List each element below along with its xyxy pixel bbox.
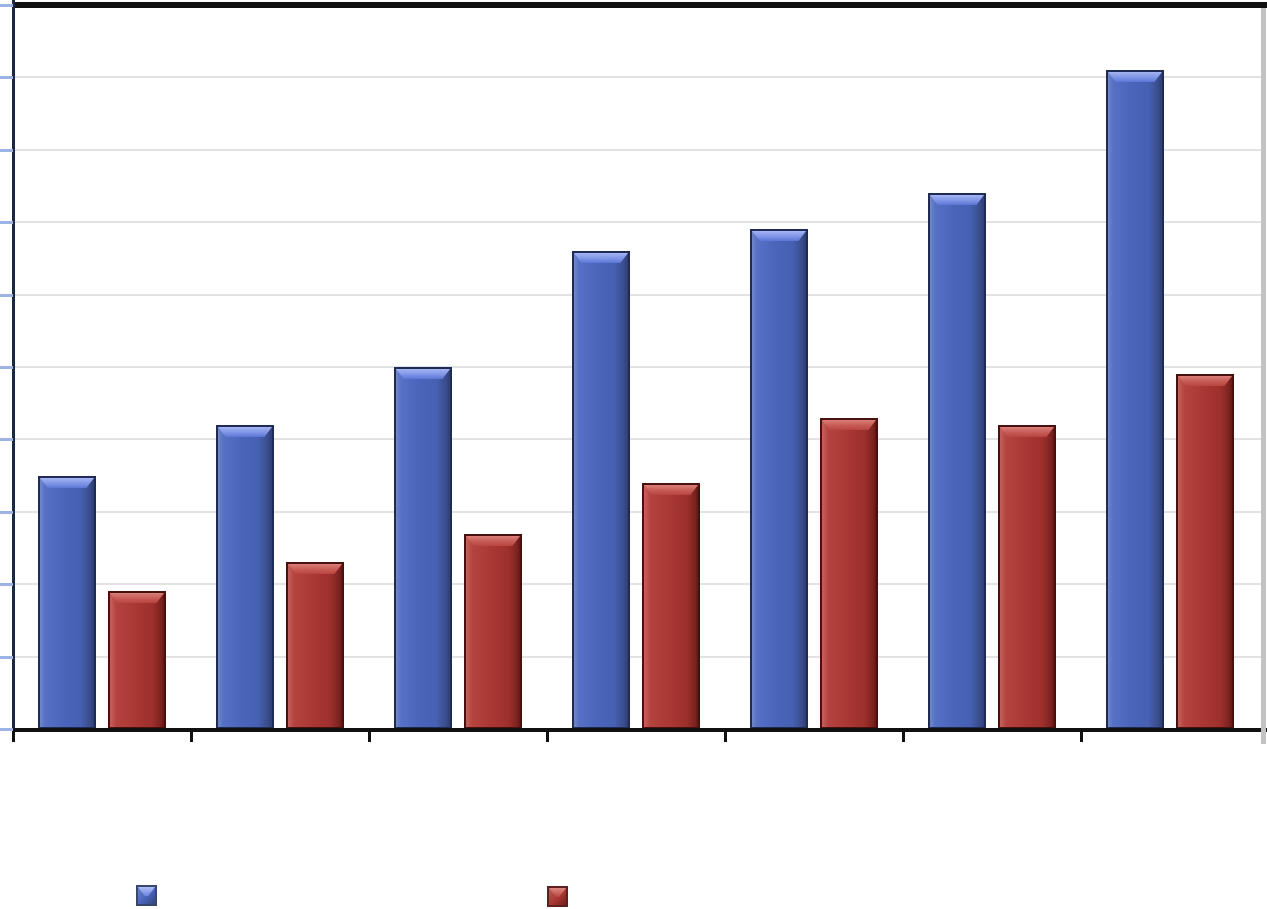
bar-red-series: [642, 483, 700, 729]
x-axis-tick: [368, 731, 371, 742]
bar-group: [1083, 5, 1261, 729]
y-axis-tick: [0, 4, 13, 7]
bar-group: [727, 5, 905, 729]
plot-right-border: [1261, 8, 1266, 744]
bar-blue-series: [394, 367, 452, 729]
bar-group: [193, 5, 371, 729]
bar-red-series: [820, 418, 878, 729]
bar-blue-series: [216, 425, 274, 729]
x-axis-tick: [190, 731, 193, 742]
bar-red-series: [1176, 374, 1234, 729]
bar-blue-series: [750, 229, 808, 729]
x-axis-tick: [1080, 731, 1083, 742]
x-axis-tick: [902, 731, 905, 742]
y-axis-tick: [0, 76, 13, 79]
y-axis-tick: [0, 511, 13, 514]
y-axis-tick: [0, 656, 13, 659]
y-axis-tick: [0, 366, 13, 369]
y-axis-tick: [0, 221, 13, 224]
plot-area: [15, 5, 1261, 729]
bar-blue-series: [1106, 70, 1164, 729]
bar-group: [15, 5, 193, 729]
y-axis-tick: [0, 294, 13, 297]
legend-swatch-blue: [136, 885, 157, 906]
y-axis-tick: [0, 583, 13, 586]
x-axis-tick: [724, 731, 727, 742]
bar-red-series: [108, 591, 166, 729]
y-axis-tick: [0, 438, 13, 441]
bar-red-series: [464, 534, 522, 729]
legend-swatch-red: [547, 886, 568, 907]
x-axis-tick: [12, 731, 15, 742]
bar-group: [371, 5, 549, 729]
bar-group: [905, 5, 1083, 729]
plot-top-border: [12, 2, 1267, 8]
x-axis-tick: [546, 731, 549, 742]
bar-group: [549, 5, 727, 729]
y-axis-tick: [0, 149, 13, 152]
bar-chart: [0, 0, 1267, 909]
bar-red-series: [286, 562, 344, 729]
x-axis-line: [12, 728, 1267, 732]
bar-blue-series: [38, 476, 96, 729]
bar-blue-series: [928, 193, 986, 729]
bar-red-series: [998, 425, 1056, 729]
bar-blue-series: [572, 251, 630, 729]
